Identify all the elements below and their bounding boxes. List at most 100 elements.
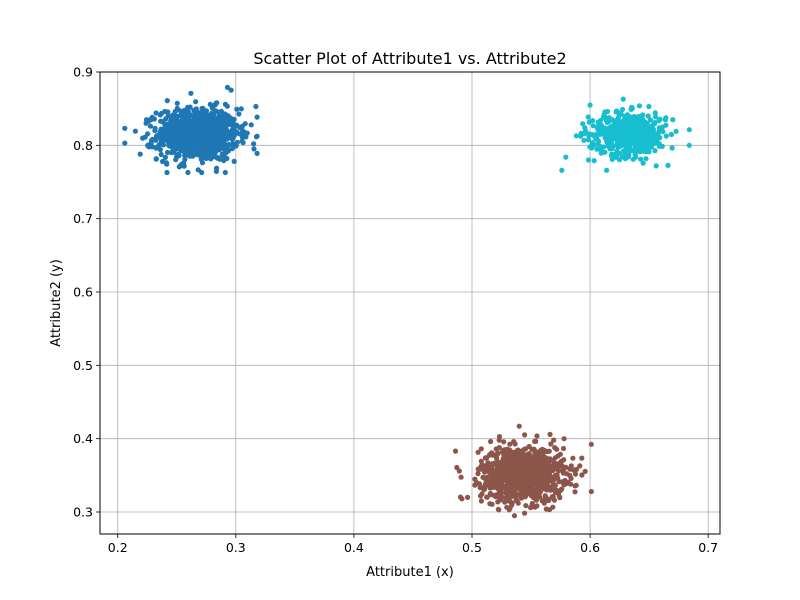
scatter-point xyxy=(557,495,563,501)
scatter-point xyxy=(652,120,658,126)
scatter-point xyxy=(169,120,175,126)
scatter-point xyxy=(620,148,626,154)
scatter-point xyxy=(173,133,179,139)
scatter-point xyxy=(552,445,558,451)
scatter-point xyxy=(537,460,543,466)
scatter-point xyxy=(686,142,692,148)
scatter-point xyxy=(165,130,171,136)
scatter-point xyxy=(644,122,651,128)
scatter-point xyxy=(534,433,540,439)
scatter-point xyxy=(239,123,245,129)
scatter-point xyxy=(506,480,513,486)
scatter-point xyxy=(652,110,658,116)
scatter-point xyxy=(465,494,471,500)
y-tick-label: 0.4 xyxy=(73,431,93,446)
scatter-point xyxy=(590,123,596,129)
y-tick-label: 0.9 xyxy=(73,65,93,80)
scatter-point xyxy=(153,145,159,151)
scatter-point xyxy=(497,472,503,478)
scatter-point xyxy=(199,105,205,112)
scatter-point xyxy=(561,482,567,488)
scatter-point xyxy=(546,459,552,465)
scatter-point xyxy=(559,486,565,492)
scatter-point xyxy=(561,436,567,442)
scatter-point xyxy=(236,111,242,117)
scatter-point xyxy=(516,423,522,429)
scatter-point xyxy=(253,134,259,140)
scatter-point xyxy=(621,134,627,140)
scatter-point xyxy=(481,466,487,472)
scatter-point xyxy=(572,471,579,477)
scatter-point xyxy=(541,471,547,477)
scatter-point xyxy=(529,482,535,488)
scatter-point xyxy=(559,167,565,173)
scatter-point xyxy=(516,448,522,454)
scatter-point xyxy=(508,486,514,492)
scatter-point xyxy=(193,99,199,105)
scatter-point xyxy=(559,463,565,469)
scatter-point xyxy=(660,129,666,135)
scatter-point xyxy=(496,490,502,496)
scatter-point xyxy=(160,142,166,148)
scatter-point xyxy=(163,160,169,166)
x-tick-label: 0.5 xyxy=(462,540,482,555)
scatter-point xyxy=(533,438,539,444)
scatter-point xyxy=(615,142,621,148)
scatter-point xyxy=(595,126,601,132)
scatter-point xyxy=(193,142,199,148)
scatter-point xyxy=(543,506,549,512)
scatter-point xyxy=(638,132,644,138)
scatter-point xyxy=(458,474,464,480)
scatter-point xyxy=(553,487,560,493)
scatter-point xyxy=(532,477,539,483)
scatter-point xyxy=(209,139,215,146)
scatter-point xyxy=(583,128,589,134)
scatter-point xyxy=(506,475,513,481)
scatter-point xyxy=(540,483,547,489)
scatter-point xyxy=(673,128,679,134)
scatter-point xyxy=(475,466,481,472)
scatter-point xyxy=(653,133,660,139)
scatter-point xyxy=(208,114,214,120)
scatter-point xyxy=(546,477,553,483)
scatter-point xyxy=(147,123,154,129)
scatter-point xyxy=(224,84,231,90)
scatter-point xyxy=(611,123,617,129)
scatter-point xyxy=(218,142,224,148)
scatter-point xyxy=(505,496,511,502)
scatter-point xyxy=(659,124,666,130)
scatter-point xyxy=(663,133,669,139)
scatter-point xyxy=(478,498,484,504)
scatter-point xyxy=(622,126,628,132)
scatter-point xyxy=(516,470,522,476)
scatter-point xyxy=(563,464,569,470)
scatter-point xyxy=(529,500,535,507)
scatter-point xyxy=(478,458,484,464)
scatter-point xyxy=(499,486,505,492)
scatter-point xyxy=(501,439,507,445)
scatter-point xyxy=(485,474,491,480)
scatter-point xyxy=(253,103,259,110)
scatter-point xyxy=(484,494,490,500)
scatter-point xyxy=(220,152,227,158)
scatter-point xyxy=(185,113,191,119)
scatter-point xyxy=(513,496,519,503)
scatter-point xyxy=(636,146,642,152)
scatter-point xyxy=(488,450,494,456)
scatter-point xyxy=(534,503,540,509)
scatter-point xyxy=(518,475,525,481)
scatter-point xyxy=(189,141,195,147)
scatter-point xyxy=(224,103,230,109)
chart-title: Scatter Plot of Attribute1 vs. Attribute… xyxy=(253,49,566,68)
scatter-point xyxy=(504,448,510,455)
scatter-point xyxy=(645,113,651,119)
scatter-point xyxy=(526,465,532,471)
scatter-point xyxy=(195,127,201,133)
scatter-point xyxy=(232,131,238,137)
scatter-point xyxy=(594,146,600,152)
scatter-point xyxy=(609,156,615,162)
scatter-point xyxy=(213,148,219,154)
scatter-point xyxy=(190,129,196,135)
scatter-point xyxy=(628,124,634,130)
scatter-point xyxy=(516,461,522,467)
